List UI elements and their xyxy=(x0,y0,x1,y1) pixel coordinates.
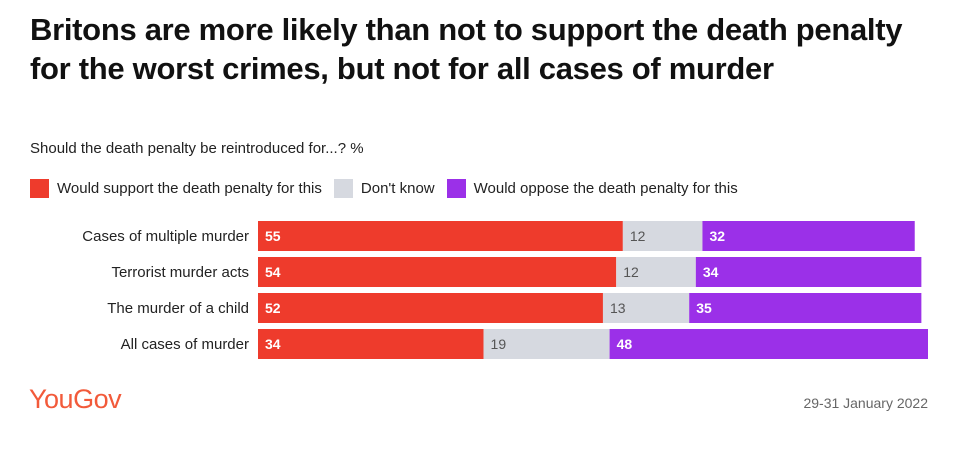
bar-segment-would-support-the-death-penalty-for-this xyxy=(258,293,603,323)
category-label: Cases of multiple murder xyxy=(82,228,249,245)
data-label-would-oppose-the-death-penalty-for-this: 48 xyxy=(617,336,633,352)
legend-swatch-oppose xyxy=(446,179,466,198)
legend-swatch-support xyxy=(30,179,49,198)
category-label: All cases of murder xyxy=(121,336,249,353)
fieldwork-date: 29-31 January 2022 xyxy=(803,395,928,411)
bar-row-cases-of-multiple-murder: Cases of multiple murder 55 12 32 xyxy=(82,221,915,251)
bar-segment-don-t-know xyxy=(622,221,703,251)
data-label-don-t-know: 19 xyxy=(491,336,507,352)
data-label-don-t-know: 12 xyxy=(623,264,639,280)
data-label-would-support-the-death-penalty-for-this: 52 xyxy=(265,300,281,316)
category-label: The murder of a child xyxy=(107,300,249,317)
category-label: Terrorist murder acts xyxy=(111,264,249,281)
bar-row-the-murder-of-a-child: The murder of a child 52 13 35 xyxy=(107,293,922,323)
data-label-would-support-the-death-penalty-for-this: 34 xyxy=(265,336,281,352)
bar-segment-would-support-the-death-penalty-for-this xyxy=(258,221,623,251)
data-label-don-t-know: 13 xyxy=(610,300,626,316)
bar-segment-would-oppose-the-death-penalty-for-this xyxy=(695,257,922,287)
bar-row-terrorist-murder-acts: Terrorist murder acts 54 12 34 xyxy=(111,257,922,287)
chart-subtitle: Should the death penalty be reintroduced… xyxy=(30,140,364,157)
bar-segment-don-t-know xyxy=(602,293,690,323)
bar-segment-would-oppose-the-death-penalty-for-this xyxy=(689,293,922,323)
bar-segment-don-t-know xyxy=(483,329,610,359)
legend-swatch-dont-know xyxy=(333,179,353,198)
bar-segment-would-oppose-the-death-penalty-for-this xyxy=(702,221,915,251)
legend-label-support: Would support the death penalty for this xyxy=(57,180,322,197)
data-label-would-support-the-death-penalty-for-this: 55 xyxy=(265,228,281,244)
legend-item-oppose: Would oppose the death penalty for this xyxy=(446,179,738,198)
data-label-would-oppose-the-death-penalty-for-this: 35 xyxy=(696,300,712,316)
yougov-logo: YouGov xyxy=(29,384,122,414)
bar-segment-would-support-the-death-penalty-for-this xyxy=(258,329,484,359)
data-label-don-t-know: 12 xyxy=(630,228,646,244)
data-label-would-support-the-death-penalty-for-this: 54 xyxy=(265,264,281,280)
chart-title: Britons are more likely than not to supp… xyxy=(30,12,903,86)
legend-label-dont-know: Don't know xyxy=(360,180,435,197)
legend-item-dont-know: Don't know xyxy=(333,179,435,198)
legend-label-oppose: Would oppose the death penalty for this xyxy=(473,180,738,197)
legend: Would support the death penalty for this… xyxy=(30,179,750,198)
bar-segment-would-oppose-the-death-penalty-for-this xyxy=(609,329,928,359)
bar-segment-don-t-know xyxy=(616,257,696,287)
data-label-would-oppose-the-death-penalty-for-this: 34 xyxy=(703,264,719,280)
bar-row-all-cases-of-murder: All cases of murder 34 19 48 xyxy=(121,329,928,359)
data-label-would-oppose-the-death-penalty-for-this: 32 xyxy=(709,228,725,244)
bar-segment-would-support-the-death-penalty-for-this xyxy=(258,257,617,287)
legend-item-support: Would support the death penalty for this xyxy=(30,179,322,198)
